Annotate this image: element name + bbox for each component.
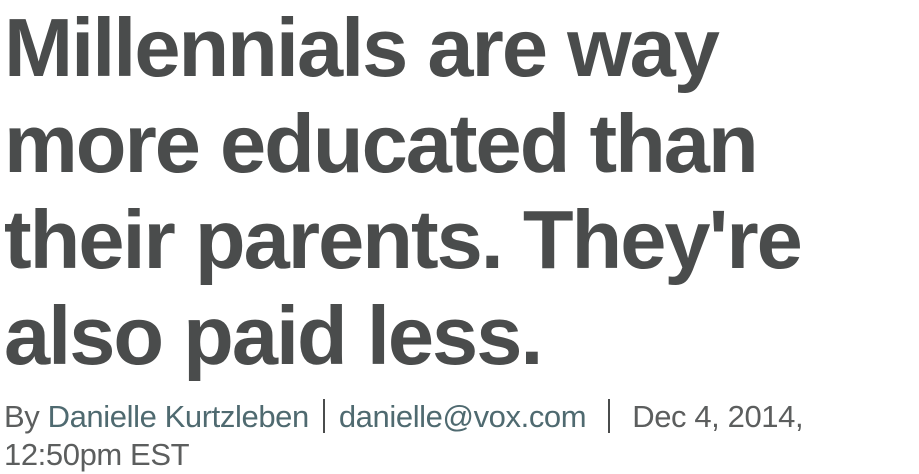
byline: By Danielle Kurtzleben danielle@vox.com De… [4, 398, 916, 474]
author-email-link[interactable]: danielle@vox.com [338, 399, 587, 434]
byline-separator [608, 399, 611, 433]
publish-time: 12:50pm EST [4, 437, 190, 472]
publish-date: Dec 4, 2014, [632, 399, 804, 434]
article-headline: Millennials are way more educated than t… [4, 1, 803, 382]
article-header: Millennials are way more educated than t… [4, 0, 916, 474]
byline-prefix: By [4, 399, 40, 434]
byline-separator [322, 399, 325, 433]
author-link[interactable]: Danielle Kurtzleben [47, 399, 310, 434]
